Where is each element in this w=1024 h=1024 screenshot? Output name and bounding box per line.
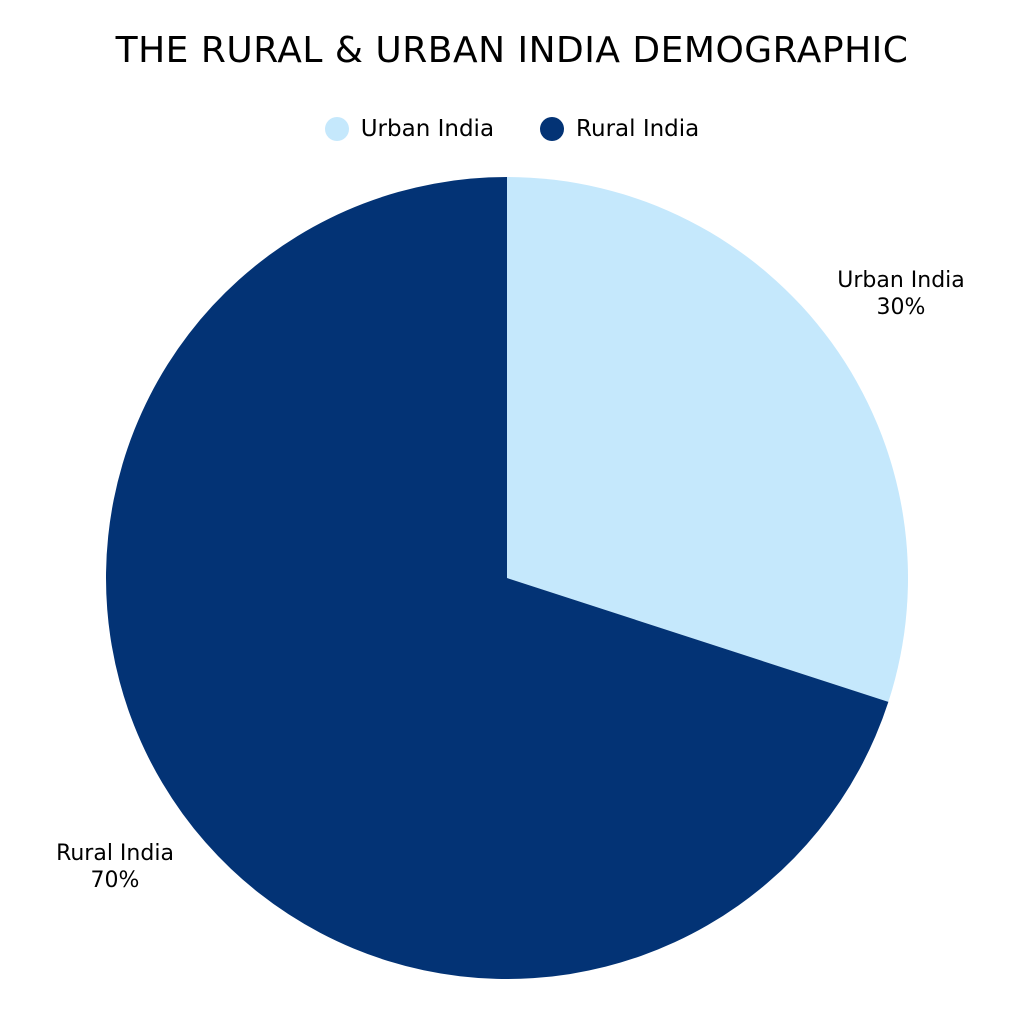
slice-rural [106, 177, 889, 979]
legend-swatch-rural [540, 117, 565, 141]
legend-label-rural: Rural India [576, 116, 700, 142]
chart-title: THE RURAL & URBAN INDIA DEMOGRAPHIC [115, 30, 909, 71]
slice-label-rural: Rural India 70% [56, 841, 174, 893]
legend-swatch-urban [324, 117, 349, 141]
legend-item-urban: Urban India [324, 116, 495, 142]
slice-urban [507, 177, 908, 702]
chart-legend: Urban India Rural India [0, 116, 1024, 142]
legend-item-rural: Rural India [540, 116, 699, 142]
legend-label-urban: Urban India [360, 116, 495, 142]
slice-label-urban: Urban India 30% [837, 268, 965, 320]
